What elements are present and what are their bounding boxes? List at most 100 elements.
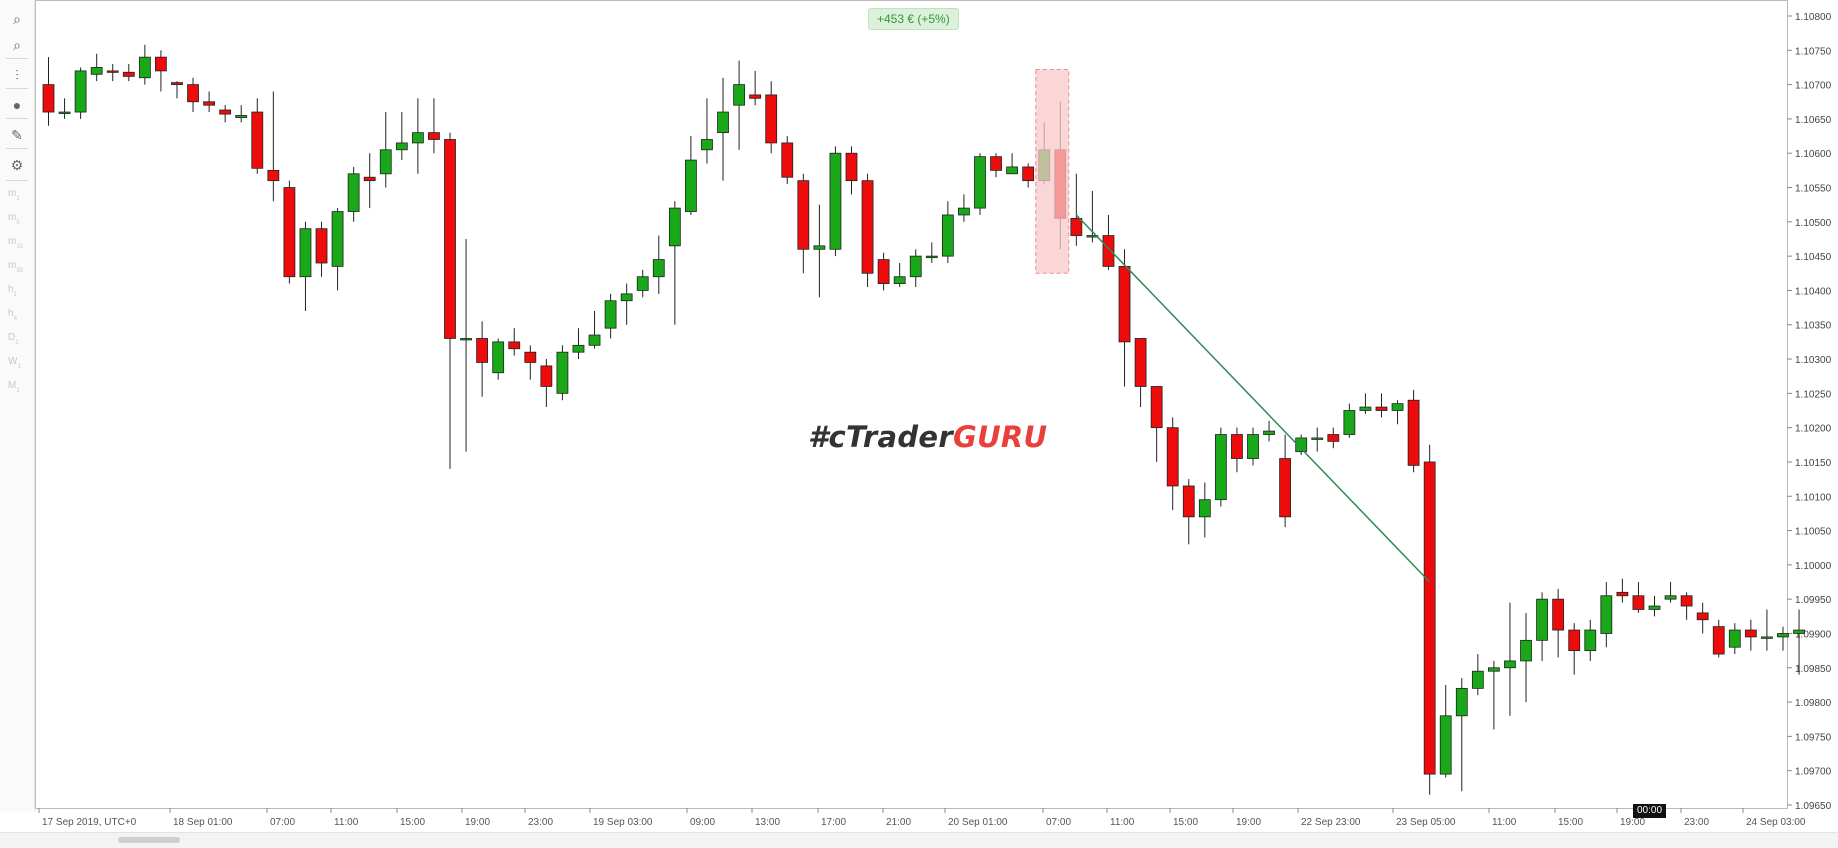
bull-candle [1728,629,1741,648]
x-tick-label: 19:00 [1236,817,1261,828]
bear-candle [1407,399,1420,466]
x-tick-label: 07:00 [270,817,295,828]
scrollbar-thumb[interactable] [118,837,180,843]
bull-candle [958,207,970,216]
horizontal-scrollbar[interactable] [0,832,1838,848]
social-icon[interactable]: ● [12,97,22,113]
x-tick-label: 18 Sep 01:00 [173,817,233,828]
bull-candle [1295,437,1308,453]
watermark: #cTraderGURU [808,420,1047,454]
bull-candle [1584,629,1597,652]
bull-candle [1247,434,1259,459]
pnl-badge: +453 € (+5%) [868,8,959,30]
bull-candle [1793,629,1805,634]
x-tick-label: 17:00 [821,817,846,828]
x-tick-label: 19:00 [1620,817,1645,828]
y-tick-label: 1.10800 [1795,12,1832,23]
x-tick-label: 15:00 [1173,817,1198,828]
toolbar-separator [6,58,28,59]
y-tick-label: 1.10200 [1795,424,1832,435]
x-tick-label: 20 Sep 01:00 [948,817,1008,828]
left-toolbar: ⌕ ⌕ ⫶ ● ✎ ⚙ m 1 m 5 m 15 m 30 h 1 h 4 D 1 W 1 M 1 [0,0,35,812]
bull-candle [395,142,408,151]
bear-candle [1327,434,1340,442]
pattern-highlight-box [1035,69,1070,274]
bear-candle [203,101,216,106]
y-tick-label: 1.10050 [1795,527,1832,538]
y-tick-label: 1.09800 [1795,698,1832,709]
y-tick-label: 1.09850 [1795,664,1832,675]
bear-candle [267,169,280,182]
bull-candle [492,341,505,374]
bear-candle [1070,217,1083,236]
zoom-in-icon[interactable]: ⌕ [13,10,21,27]
bear-candle [1568,629,1581,652]
timeframe-m15[interactable]: m 15 [8,236,24,250]
y-tick-label: 1.10750 [1795,46,1832,57]
toolbar-separator [6,88,28,89]
bear-candle [315,228,328,264]
x-tick-label: 07:00 [1046,817,1071,828]
trend-line [1075,214,1431,583]
bull-candle [1488,667,1500,672]
bear-candle [1182,485,1195,518]
drawing-tools-icon[interactable]: ✎ [11,126,23,143]
bull-candle [685,159,697,212]
watermark-part1: #cTrader [808,420,953,454]
bull-candle [411,132,424,144]
bear-candle [1102,235,1115,267]
bull-candle [1504,660,1516,669]
bear-candle [444,139,456,339]
bear-candle [1552,598,1565,631]
bull-candle [1536,598,1548,641]
y-tick-label: 1.10350 [1795,321,1832,332]
y-tick-label: 1.09900 [1795,629,1832,640]
bull-candle [1198,499,1211,518]
bull-candle [1311,437,1324,440]
bull-candle [1777,633,1789,638]
toolbar-separator [6,118,28,119]
bear-candle [428,132,440,140]
bear-candle [861,180,874,274]
x-tick-label: 19 Sep 03:00 [593,817,653,828]
bear-candle [219,109,232,115]
bull-candle [1391,403,1404,411]
y-tick-label: 1.10400 [1795,286,1832,297]
bear-candle [524,351,537,363]
bull-candle [717,111,729,134]
bull-candle [90,67,103,75]
y-tick-label: 1.10450 [1795,252,1832,263]
indicators-icon[interactable]: ⫶ [15,66,19,83]
chart-settings-icon[interactable]: ⚙ [10,156,24,173]
y-tick-label: 1.10650 [1795,115,1832,126]
x-tick-label: 13:00 [755,817,780,828]
zoom-out-icon[interactable]: ⌕ [13,36,21,53]
candlestick-chart[interactable]: 1.10800 1.10750 1.10700 1.10650 1.10600 1.105… [35,0,1838,832]
bull-candle [588,334,601,346]
x-tick-label: 11:00 [334,817,359,828]
bear-candle [476,338,489,363]
x-tick-label: 15:00 [400,817,425,828]
bull-candle [636,276,649,291]
bull-candle [652,259,665,278]
watermark-part2: GURU [952,420,1048,454]
bull-candle [1520,639,1532,662]
y-tick-label: 1.09750 [1795,732,1832,743]
bull-candle [1664,595,1677,600]
bear-candle [122,71,135,77]
toolbar-separator [6,180,28,181]
timeframe-m30[interactable]: m 30 [8,260,24,274]
y-tick-label: 1.10500 [1795,218,1832,229]
x-tick-label: 22 Sep 23:00 [1301,817,1361,828]
bear-candle [765,94,778,144]
bear-candle [1680,595,1693,607]
bull-candle [893,276,906,284]
bull-candle [974,156,986,209]
